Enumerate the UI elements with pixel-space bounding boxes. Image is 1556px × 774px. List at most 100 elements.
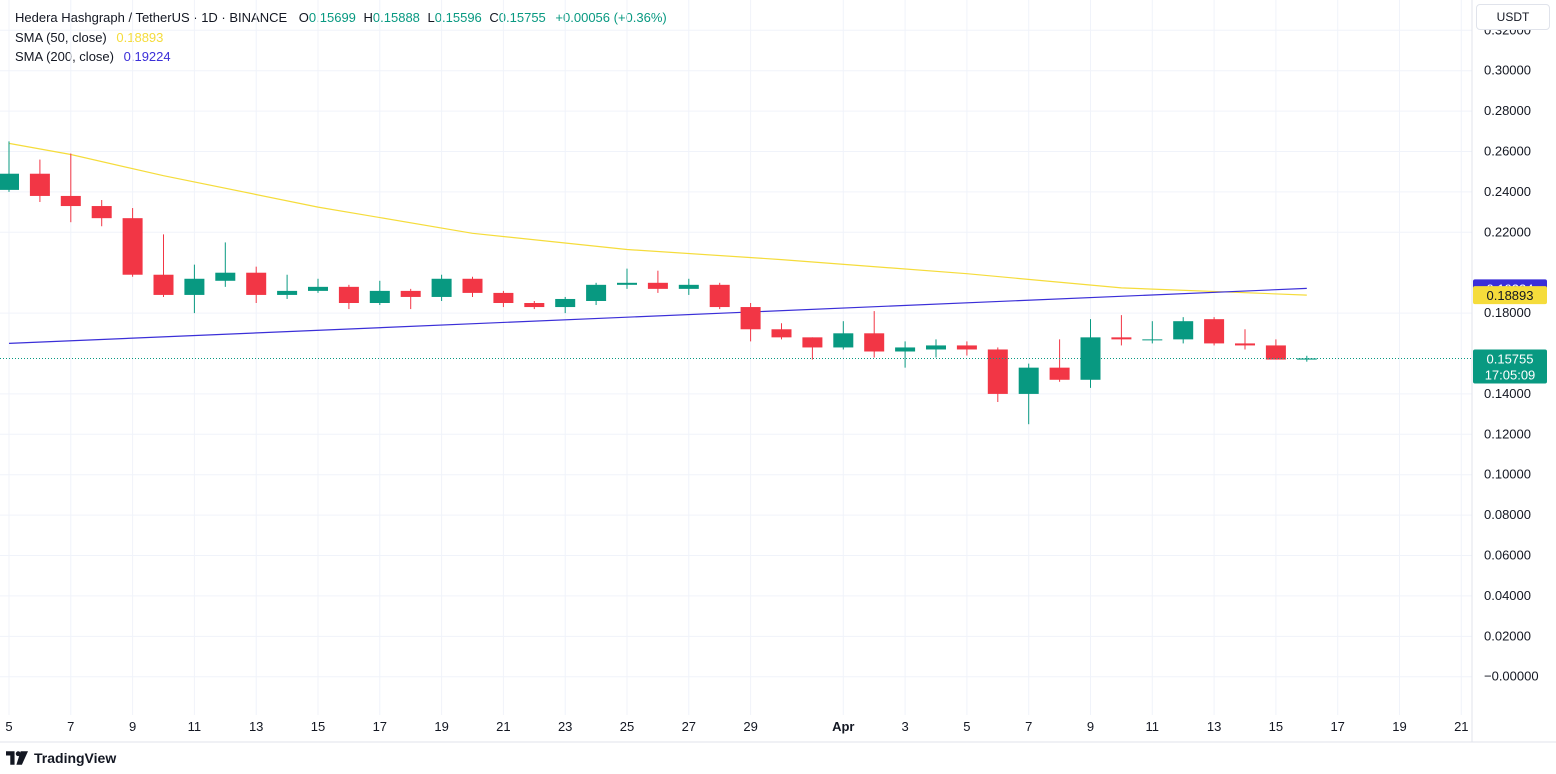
sma50-line [8,142,1307,296]
y-tick-label: 0.02000 [1484,628,1531,643]
candle-body [895,347,916,352]
candle-body [555,298,576,308]
x-tick-label: 9 [1087,719,1094,734]
candle-body [60,195,81,207]
candle-body [462,278,483,293]
open-value: 0.15699 [308,10,356,25]
candle-body [926,345,946,350]
candle-body [431,278,452,297]
x-tick-label: 15 [1269,719,1283,734]
y-tick-label: 0.30000 [1484,63,1531,78]
y-tick-label: 0.06000 [1484,548,1531,563]
symbol-title[interactable]: Hedera Hashgraph / TetherUS · 1D · BINAN… [15,10,288,25]
close-label: C [489,10,499,25]
candle-body [1080,337,1101,380]
currency-selector[interactable]: USDT [1476,4,1550,30]
candle-body [277,290,298,295]
sma200-value: 0.19224 [123,49,171,64]
candle-body [338,286,359,304]
candle-body [153,274,174,295]
low-label: L [427,10,435,25]
x-tick-label: 19 [434,719,448,734]
sma200-label: SMA (200, close) [15,49,114,64]
candle-body [29,173,50,196]
x-tick-label: 17 [373,719,387,734]
candle-body [122,218,143,275]
x-tick-label: 29 [743,719,757,734]
y-tick-label: −0.00000 [1484,669,1539,684]
sma50-price-badge-text: 0.18893 [1487,288,1534,303]
candle-body [740,307,761,330]
x-tick-label: 13 [1207,719,1221,734]
x-tick-label: 27 [682,719,696,734]
y-tick-label: 0.12000 [1484,426,1531,441]
candle-body [308,286,328,291]
candle-body [802,337,823,348]
sma200-row[interactable]: SMA (200, close) 0.19224 [15,47,667,67]
y-tick-label: 0.04000 [1484,588,1531,603]
x-tick-label: 11 [188,719,202,734]
candles [0,141,1317,425]
x-tick-label: 21 [1454,719,1468,734]
candle-body [617,282,637,285]
x-tick-label: 9 [129,719,136,734]
x-tick-label: 17 [1330,719,1344,734]
y-tick-label: 0.22000 [1484,224,1531,239]
candle-body [987,349,1008,394]
sma50-row[interactable]: SMA (50, close) 0.18893 [15,28,667,48]
candle-body [493,292,514,304]
y-tick-label: 0.14000 [1484,386,1531,401]
x-tick-label: 5 [963,719,970,734]
x-tick-label: 7 [1025,719,1032,734]
y-tick-label: 0.24000 [1484,184,1531,199]
y-tick-label: 0.18000 [1484,305,1531,320]
candle-body [400,290,421,297]
y-tick-label: 0.26000 [1484,144,1531,159]
x-tick-label: 25 [620,719,634,734]
candle-body [1204,319,1225,344]
candle-body [1173,321,1194,340]
candle-body [1235,343,1255,346]
y-tick-label: 0.28000 [1484,103,1531,118]
x-tick-label: 7 [67,719,74,734]
candle-body [215,272,236,281]
candle-body [678,284,699,289]
change-value: +0.00056 (+0.36%) [555,10,667,25]
sma200-line [8,287,1307,344]
x-tick-label: 15 [311,719,325,734]
candle-body [1111,337,1132,340]
candle-body [1265,345,1286,360]
sma50-price-badge: 0.18893 [1473,286,1547,305]
y-tick-label: 0.08000 [1484,507,1531,522]
high-value: 0.15888 [372,10,420,25]
high-label: H [363,10,373,25]
candle-body [184,278,205,295]
open-label: O [298,10,309,25]
sma50-value: 0.18893 [116,29,164,45]
brand-footer[interactable]: TradingView [6,750,116,766]
grid [0,0,1472,715]
x-tick-label: 23 [558,719,572,734]
chart-legend: Hedera Hashgraph / TetherUS · 1D · BINAN… [15,8,667,67]
candle-body [369,290,390,304]
tradingview-logo-icon [6,751,28,765]
candle-body [833,333,854,348]
sma50-price-badge-bg [1473,286,1547,305]
x-tick-label: 11 [1146,719,1160,734]
candle-body [647,282,668,289]
candle-body [956,345,977,350]
candle-body [1049,367,1070,380]
sma-lines [8,142,1307,344]
x-tick-label: 21 [496,719,510,734]
candle-body [91,206,112,219]
candle-body [771,329,792,338]
x-tick-label: 5 [5,719,12,734]
candle-body [709,284,730,308]
low-value: 0.15596 [434,10,482,25]
close-value: 0.15755 [498,10,546,25]
sma50-label: SMA (50, close) [15,29,107,45]
candle-body [1142,339,1163,341]
brand-name: TradingView [34,750,117,766]
candle-body [0,173,19,190]
